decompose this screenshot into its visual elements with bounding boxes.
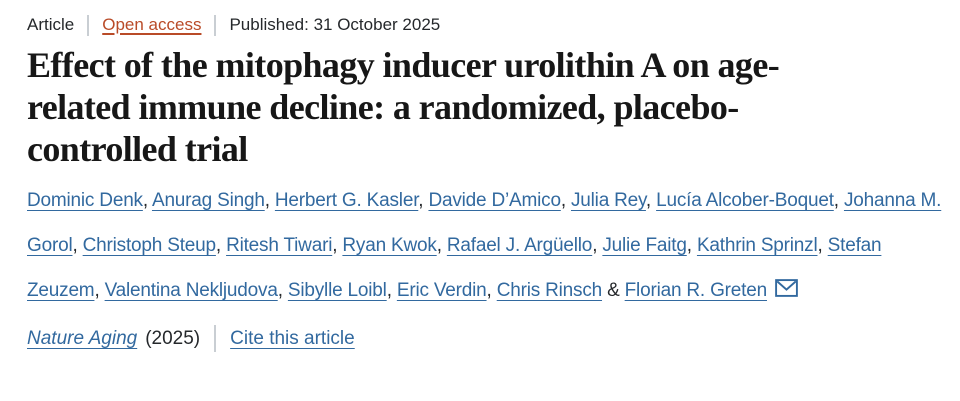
meta-divider [87,14,90,36]
cite-this-article-link[interactable]: Cite this article [230,327,355,349]
author-link[interactable]: Christoph Steup [82,235,216,256]
article-meta-line: Article Open access Published: 31 Octobe… [27,13,942,37]
author-separator: , [560,190,571,211]
meta-divider [214,14,217,36]
title-line-1: Effect of the mitophagy inducer urolithi… [27,45,780,85]
title-line-3: controlled trial [27,129,248,169]
author-link[interactable]: Ryan Kwok [342,235,437,256]
author-link[interactable]: Johanna M. Gorol [27,190,942,256]
publication-year: (2025) [145,327,201,349]
journal-link[interactable]: Nature Aging [27,327,138,349]
author-link[interactable]: Rafael J. Argüello [446,235,593,256]
author-list: Dominic Denk, Anurag Singh, Herbert G. K… [27,178,949,313]
author-separator: , [592,235,603,256]
author-link[interactable]: Eric Verdin [396,280,487,301]
author-separator: , [386,280,397,301]
author-link[interactable]: Lucía Alcober-Boquet [656,190,834,211]
author-link[interactable]: Stefan Zeuzem [27,235,882,301]
author-link[interactable]: Anurag Singh [151,190,265,211]
author-separator: , [72,235,83,256]
author-link[interactable]: Kathrin Sprinzl [696,235,818,256]
author-link[interactable]: Ritesh Tiwari [226,235,333,256]
author-link[interactable]: Chris Rinsch [496,280,603,301]
author-separator: , [277,280,288,301]
author-link[interactable]: Herbert G. Kasler [274,190,419,211]
title-line-2: related immune decline: a randomized, pl… [27,87,739,127]
open-access-link[interactable]: Open access [102,15,202,34]
author-separator: , [142,190,152,211]
citation-line: Nature Aging (2025) Cite this article [27,325,942,352]
author-link[interactable]: Julia Rey [570,190,646,211]
author-separator: , [332,235,343,256]
author-link[interactable]: Davide D’Amico [428,190,561,211]
author-separator: , [833,190,844,211]
author-separator: , [686,235,697,256]
author-link[interactable]: Florian R. Greten [624,280,768,301]
author-separator: , [436,235,447,256]
author-ampersand: & [602,280,625,301]
author-separator: , [418,190,429,211]
author-separator: , [94,280,105,301]
citation-divider [214,325,217,352]
author-separator: , [817,235,828,256]
author-separator: , [215,235,227,256]
author-link[interactable]: Sibylle Loibl [287,280,387,301]
envelope-icon [775,279,798,297]
published-date: Published: 31 October 2025 [229,15,441,34]
article-header: Article Open access Published: 31 Octobe… [27,13,949,352]
author-link[interactable]: Dominic Denk [27,190,143,211]
author-link[interactable]: Valentina Nekljudova [104,280,278,301]
corresponding-author-email-link[interactable] [775,279,798,297]
author-separator: , [486,280,497,301]
author-link[interactable]: Julie Faitg [602,235,687,256]
article-title: Effect of the mitophagy inducer urolithi… [27,44,942,170]
author-separator: , [645,190,657,211]
article-type-label: Article [27,15,75,34]
author-separator: , [264,190,275,211]
